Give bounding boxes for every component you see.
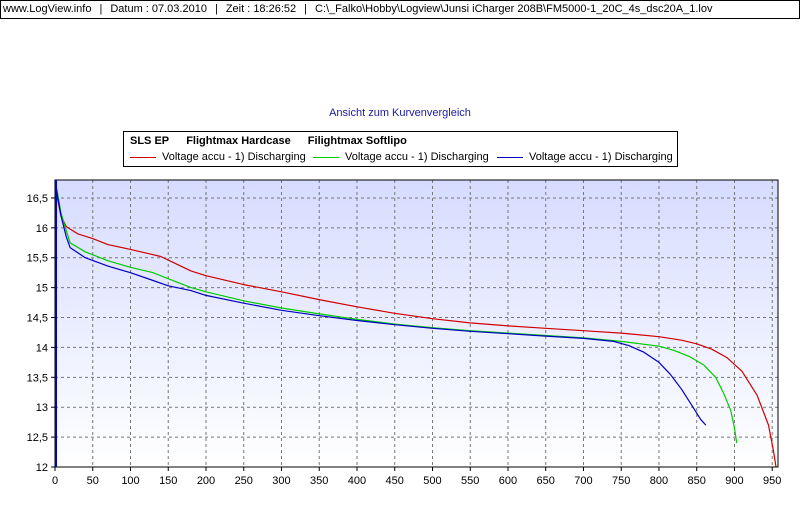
chart-subtitle: Ansicht zum Kurvenvergleich (329, 107, 471, 119)
site-label: www.LogView.info (3, 3, 92, 15)
header-bar: www.LogView.info | Datum : 07.03.2010 | Zeit… (0, 0, 800, 19)
x-tick-label: 150 (159, 475, 177, 487)
legend-group-0: SLS EP (130, 135, 170, 147)
legend-entry-2: Voltage accu - 1) Discharging (497, 151, 673, 163)
legend: SLS EP Flightmax Hardcase Filightmax Sof… (123, 131, 678, 167)
x-tick-label: 600 (499, 475, 517, 487)
y-tick-label: 12 (36, 462, 48, 474)
y-tick-label: 13,5 (27, 372, 48, 384)
y-tick-label: 15,5 (27, 253, 48, 265)
series-lines (54, 179, 777, 468)
x-tick-label: 950 (763, 475, 781, 487)
x-tick-label: 650 (537, 475, 555, 487)
x-tick-label: 100 (121, 475, 139, 487)
y-tick-label: 14,5 (27, 313, 48, 325)
x-tick-label: 300 (272, 475, 290, 487)
x-tick-label: 450 (386, 475, 404, 487)
y-tick-label: 14 (36, 342, 48, 354)
legend-entry-1: Voltage accu - 1) Discharging (313, 151, 489, 163)
y-tick-label: 16 (36, 223, 48, 235)
x-tick-label: 550 (461, 475, 479, 487)
x-tick-label: 200 (197, 475, 215, 487)
legend-group-2: Filightmax Softlipo (307, 135, 407, 147)
y-tick-label: 15 (36, 283, 48, 295)
gridlines (55, 180, 778, 467)
legend-swatch-2 (497, 156, 523, 158)
legend-group-1: Flightmax Hardcase (186, 135, 291, 147)
x-tick-label: 750 (612, 475, 630, 487)
x-tick-label: 700 (574, 475, 592, 487)
x-tick-label: 850 (688, 475, 706, 487)
file-path-label: C:\_Falko\Hobby\Logview\Junsi iCharger 2… (315, 3, 713, 15)
y-tick-label: 16,5 (27, 193, 48, 205)
series-line-1 (54, 179, 738, 444)
x-tick-label: 350 (310, 475, 328, 487)
x-tick-label: 900 (725, 475, 743, 487)
legend-label-1: Voltage accu - 1) Discharging (345, 151, 489, 163)
series-line-0 (54, 179, 777, 468)
x-tick-label: 500 (423, 475, 441, 487)
date-label: Datum : 07.03.2010 (110, 3, 207, 15)
plot-area (55, 180, 778, 467)
legend-label-2: Voltage accu - 1) Discharging (529, 151, 673, 163)
x-tick-label: 250 (235, 475, 253, 487)
legend-label-0: Voltage accu - 1) Discharging (162, 151, 306, 163)
x-tick-label: 0 (52, 475, 58, 487)
axes: 0 50 100 150 200 250 300 350 400 450 500 550 600 650 7… (27, 180, 781, 487)
x-tick-label: 50 (87, 475, 99, 487)
legend-swatch-1 (313, 156, 339, 158)
series-line-2 (54, 179, 707, 426)
legend-entry-0: Voltage accu - 1) Discharging (130, 151, 306, 163)
legend-swatch-0 (130, 156, 156, 158)
y-tick-label: 12,5 (27, 432, 48, 444)
legend-group-names: SLS EP Flightmax Hardcase Filightmax Sof… (130, 135, 421, 147)
x-tick-label: 800 (650, 475, 668, 487)
x-tick-label: 400 (348, 475, 366, 487)
y-tick-label: 13 (36, 402, 48, 414)
time-label: Zeit : 18:26:52 (225, 3, 297, 15)
